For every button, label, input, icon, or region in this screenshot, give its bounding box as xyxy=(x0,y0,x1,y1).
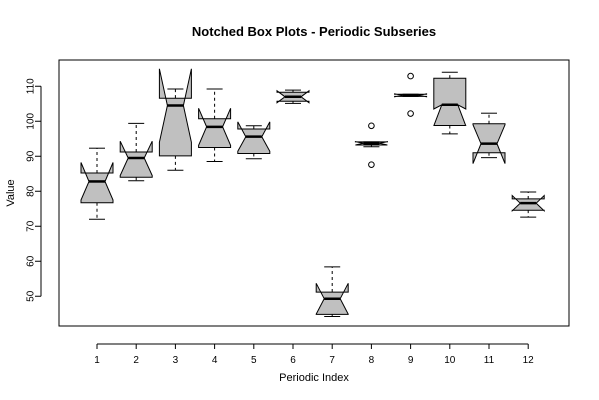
box-body xyxy=(158,68,192,157)
box-4 xyxy=(198,88,232,162)
y-axis: 50 60 70 80 90 100 110 xyxy=(26,78,42,302)
y-axis-label: Value xyxy=(5,179,17,206)
box-1 xyxy=(80,147,114,220)
y-tick-label: 80 xyxy=(26,185,37,197)
box-6 xyxy=(276,89,310,104)
x-axis-label: Periodic Index xyxy=(279,372,349,384)
x-axis: 1 2 3 4 5 6 7 8 9 10 11 12 xyxy=(94,343,535,366)
x-tick-label: 2 xyxy=(133,355,139,366)
x-tick-label: 11 xyxy=(484,355,495,366)
box-2 xyxy=(119,122,153,182)
x-tick-label: 9 xyxy=(408,355,414,366)
box-12 xyxy=(511,191,545,218)
y-tick-label: 70 xyxy=(26,220,37,232)
x-tick-label: 12 xyxy=(523,355,535,366)
box-3 xyxy=(158,68,192,171)
y-tick-label: 60 xyxy=(26,255,37,267)
x-tick-label: 10 xyxy=(444,355,456,366)
x-tick-label: 7 xyxy=(329,355,335,366)
box-7 xyxy=(315,266,349,318)
x-tick-label: 5 xyxy=(251,355,257,366)
outlier-point xyxy=(407,110,414,117)
box-5 xyxy=(237,121,271,160)
y-tick-label: 100 xyxy=(26,112,37,129)
outlier-point xyxy=(368,161,375,168)
box-8 xyxy=(354,122,388,168)
x-tick-label: 8 xyxy=(369,355,375,366)
chart-title: Notched Box Plots - Periodic Subseries xyxy=(192,24,436,39)
x-tick-label: 6 xyxy=(290,355,296,366)
box-10 xyxy=(433,71,467,135)
box-11 xyxy=(472,112,506,164)
outlier-point xyxy=(407,72,414,80)
y-tick-label: 50 xyxy=(26,290,37,302)
x-tick-label: 4 xyxy=(212,355,218,366)
box-body xyxy=(433,77,467,126)
x-tick-label: 1 xyxy=(94,355,100,366)
y-tick-label: 90 xyxy=(26,150,37,162)
outlier-point xyxy=(368,122,375,130)
plot-frame xyxy=(58,59,570,327)
box-9 xyxy=(394,72,428,117)
x-tick-label: 3 xyxy=(173,355,179,366)
y-tick-label: 110 xyxy=(26,78,37,94)
boxes-layer xyxy=(80,68,545,318)
